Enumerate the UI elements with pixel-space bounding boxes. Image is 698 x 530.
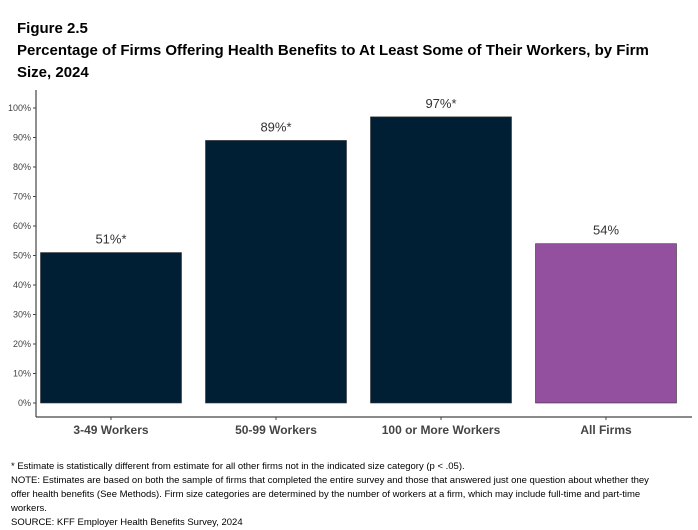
x-tick-label: All Firms (580, 423, 632, 437)
y-tick-label: 90% (13, 133, 31, 143)
y-tick-label: 70% (13, 192, 31, 202)
bar (370, 116, 512, 404)
y-tick-label: 40% (13, 280, 31, 290)
data-label: 97%* (425, 96, 456, 111)
asterisk-note: * Estimate is statistically different fr… (11, 461, 465, 472)
bar (40, 252, 182, 404)
notes: * Estimate is statistically different fr… (11, 460, 691, 530)
y-tick-label: 0% (18, 398, 31, 408)
data-label: 51%* (95, 232, 126, 247)
y-tick-label: 10% (13, 369, 31, 379)
y-tick-label: 50% (13, 251, 31, 261)
figure-label: Figure 2.5 (17, 20, 88, 37)
bar (205, 140, 347, 404)
x-tick-label: 3-49 Workers (73, 423, 148, 437)
data-label: 89%* (260, 119, 291, 134)
source-note: SOURCE: KFF Employer Health Benefits Sur… (11, 517, 243, 528)
x-tick-label: 50-99 Workers (235, 423, 317, 437)
y-tick-label: 30% (13, 310, 31, 320)
y-tick-label: 60% (13, 221, 31, 231)
bar (535, 243, 677, 404)
y-tick-label: 80% (13, 162, 31, 172)
y-tick-label: 20% (13, 339, 31, 349)
method-note: NOTE: Estimates are based on both the sa… (11, 475, 649, 514)
y-tick-label: 100% (8, 103, 31, 113)
chart-title: Percentage of Firms Offering Health Bene… (17, 42, 649, 81)
data-label: 54% (593, 223, 619, 238)
x-tick-label: 100 or More Workers (382, 423, 501, 437)
